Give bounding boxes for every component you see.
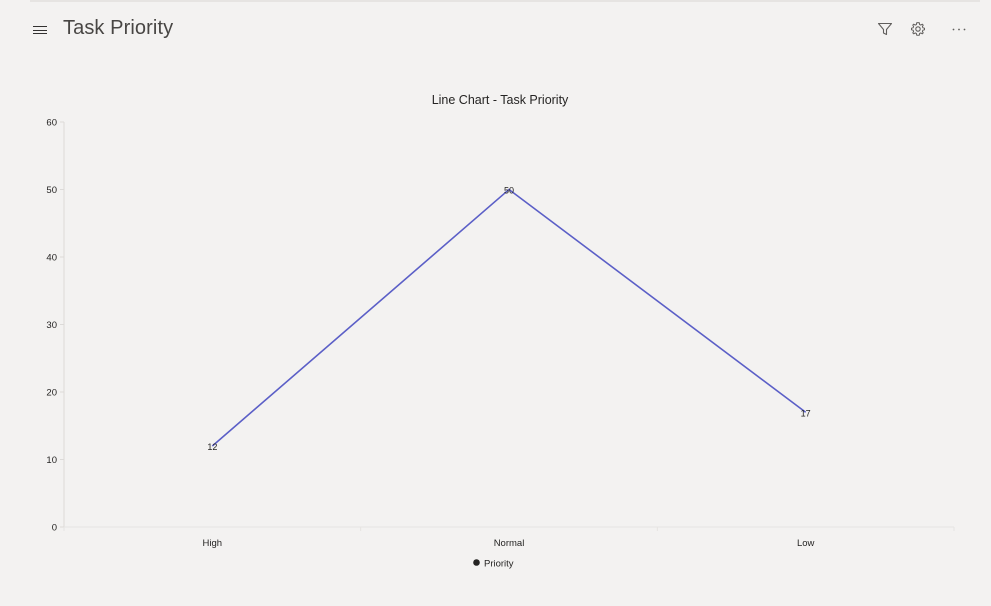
x-tick-label: Normal <box>494 538 525 549</box>
y-tick-label: 20 <box>46 388 57 399</box>
data-label: 17 <box>801 408 811 418</box>
x-tick-label: High <box>203 538 223 549</box>
series-line[interactable] <box>211 188 807 447</box>
chart-title: Line Chart - Task Priority <box>432 93 569 107</box>
x-tick-label: Low <box>797 538 815 549</box>
legend-label: Priority <box>484 559 514 570</box>
y-tick-label: 30 <box>46 320 57 331</box>
top-divider <box>30 0 980 2</box>
page-header: Task Priority <box>0 0 991 60</box>
legend-marker <box>473 559 480 566</box>
y-tick-label: 50 <box>46 185 57 196</box>
filter-icon[interactable] <box>876 20 894 38</box>
x-axis: High Normal Low <box>63 526 955 549</box>
data-label: 50 <box>504 186 514 196</box>
y-tick-label: 40 <box>46 253 57 264</box>
data-label: 12 <box>207 442 217 452</box>
y-tick-label: 0 <box>52 523 57 534</box>
menu-icon[interactable] <box>33 24 47 36</box>
y-axis: 0 10 20 30 40 50 60 <box>46 118 65 534</box>
y-tick-label: 10 <box>46 455 57 466</box>
legend[interactable]: Priority <box>473 559 514 570</box>
page-title: Task Priority <box>63 17 174 39</box>
series-group: 12 50 17 <box>207 186 810 453</box>
settings-icon[interactable] <box>909 20 927 38</box>
more-icon[interactable] <box>950 20 968 38</box>
y-tick-label: 60 <box>46 118 57 129</box>
